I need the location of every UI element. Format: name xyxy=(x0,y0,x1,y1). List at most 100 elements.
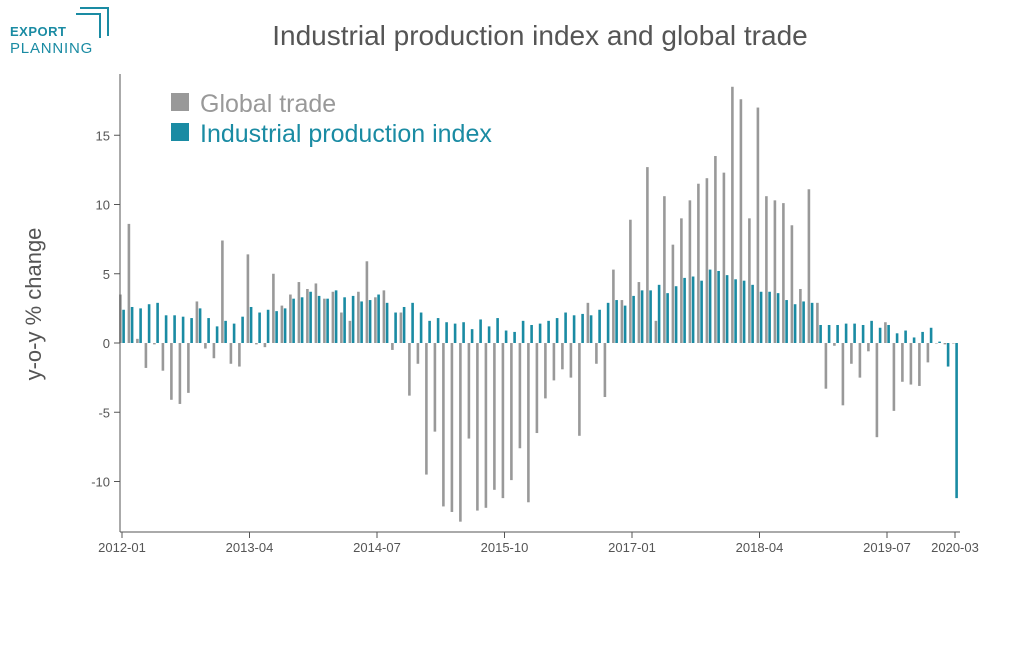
trade-bar-42 xyxy=(476,343,479,511)
ipi-bar-11 xyxy=(215,326,219,343)
ipi-bar-54 xyxy=(581,313,584,343)
ipi-bar-18 xyxy=(275,311,278,343)
ipi-bar-55 xyxy=(589,315,593,343)
ipi-bar-84 xyxy=(836,324,839,343)
ipi-bar-35 xyxy=(419,312,423,343)
ipi-bar-15 xyxy=(249,306,253,343)
trade-bar-39 xyxy=(450,343,454,512)
trade-bar-37 xyxy=(433,343,437,432)
ipi-bar-69 xyxy=(708,269,712,343)
ipi-bar-74 xyxy=(751,284,754,343)
trade-bar-81 xyxy=(807,189,811,343)
ipi-bar-49 xyxy=(538,323,542,343)
trade-bar-77 xyxy=(773,200,777,343)
ipi-bar-83 xyxy=(827,324,831,343)
trade-bar-32 xyxy=(391,343,394,350)
trade-bar-84 xyxy=(833,343,836,346)
ipi-bar-37 xyxy=(436,318,440,343)
trade-bar-80 xyxy=(799,288,802,343)
ipi-bar-3 xyxy=(147,304,151,343)
trade-bar-7 xyxy=(178,343,182,404)
trade-bar-55 xyxy=(586,302,590,343)
trade-bar-79 xyxy=(790,225,794,343)
trade-bar-75 xyxy=(756,107,760,343)
ipi-bar-39 xyxy=(453,323,457,343)
trade-bar-5 xyxy=(161,343,165,371)
trade-bar-67 xyxy=(688,200,692,343)
trade-bar-90 xyxy=(884,322,887,343)
trade-bar-76 xyxy=(765,196,768,343)
trade-bar-46 xyxy=(510,343,513,481)
ipi-bar-70 xyxy=(717,270,720,343)
ipi-bar-71 xyxy=(725,275,729,343)
ipi-bar-23 xyxy=(317,295,321,343)
x-tick-label: 2014-07 xyxy=(353,540,401,555)
ipi-bar-91 xyxy=(895,333,899,343)
legend-swatch-0 xyxy=(171,93,189,111)
ipi-bar-19 xyxy=(283,308,287,343)
trade-bar-63 xyxy=(654,320,658,343)
trade-bar-17 xyxy=(263,343,267,348)
trade-bar-71 xyxy=(722,172,726,343)
trade-bar-12 xyxy=(221,240,224,343)
ipi-bar-16 xyxy=(258,312,261,343)
ipi-bar-50 xyxy=(547,320,550,343)
trade-bar-18 xyxy=(272,273,275,343)
trade-bar-40 xyxy=(459,343,462,522)
ipi-bar-90 xyxy=(887,324,890,343)
ipi-bar-6 xyxy=(173,315,176,343)
trade-bar-56 xyxy=(595,343,598,364)
trade-bar-97 xyxy=(943,343,947,345)
logo-line1: EXPORT xyxy=(10,24,67,39)
trade-bar-11 xyxy=(212,343,216,359)
ipi-bar-86 xyxy=(853,323,856,343)
trade-bar-65 xyxy=(671,244,675,343)
trade-bar-41 xyxy=(467,343,471,439)
trade-bar-59 xyxy=(620,300,624,343)
trade-bar-57 xyxy=(603,343,607,398)
ipi-bar-72 xyxy=(734,279,737,343)
trade-bar-51 xyxy=(552,343,556,381)
trade-bar-87 xyxy=(858,343,862,378)
ipi-bar-30 xyxy=(377,294,380,343)
ipi-bar-47 xyxy=(521,320,525,343)
ipi-bar-64 xyxy=(666,293,669,343)
trade-bar-36 xyxy=(425,343,428,475)
ipi-bar-22 xyxy=(309,291,312,343)
ipi-bar-87 xyxy=(861,324,865,343)
y-tick-label: -10 xyxy=(91,475,110,490)
ipi-bar-81 xyxy=(810,302,814,343)
y-tick-label: -5 xyxy=(98,405,110,420)
trade-bar-62 xyxy=(646,167,649,343)
trade-bar-45 xyxy=(501,343,505,499)
ipi-bar-53 xyxy=(572,315,576,343)
x-tick-label: 2015-10 xyxy=(481,540,529,555)
ipi-bar-12 xyxy=(224,320,227,343)
trade-bar-48 xyxy=(527,343,530,503)
ipi-bar-75 xyxy=(759,291,763,343)
trade-bar-21 xyxy=(297,282,301,343)
trade-bar-1 xyxy=(127,223,131,343)
ipi-bar-46 xyxy=(513,331,516,343)
logo-line2: PLANNING xyxy=(10,40,94,57)
ipi-bar-97 xyxy=(946,343,950,367)
ipi-bar-92 xyxy=(904,330,907,343)
ipi-bar-21 xyxy=(300,297,304,343)
ipi-bar-77 xyxy=(776,293,780,343)
trade-bar-72 xyxy=(731,86,734,344)
ipi-bar-76 xyxy=(768,291,771,343)
trade-bar-83 xyxy=(824,343,828,389)
ipi-bar-31 xyxy=(385,302,389,343)
y-tick-label: 0 xyxy=(103,336,110,351)
ipi-bar-59 xyxy=(623,305,627,343)
ipi-bar-20 xyxy=(292,298,295,343)
trade-bar-10 xyxy=(204,343,207,349)
ipi-bar-17 xyxy=(266,309,270,343)
trade-bar-86 xyxy=(850,343,853,364)
trade-bar-33 xyxy=(399,312,403,343)
trade-bar-58 xyxy=(612,269,615,343)
trade-bar-4 xyxy=(153,343,156,345)
ipi-bar-93 xyxy=(912,337,916,343)
bars-layer xyxy=(119,86,958,522)
